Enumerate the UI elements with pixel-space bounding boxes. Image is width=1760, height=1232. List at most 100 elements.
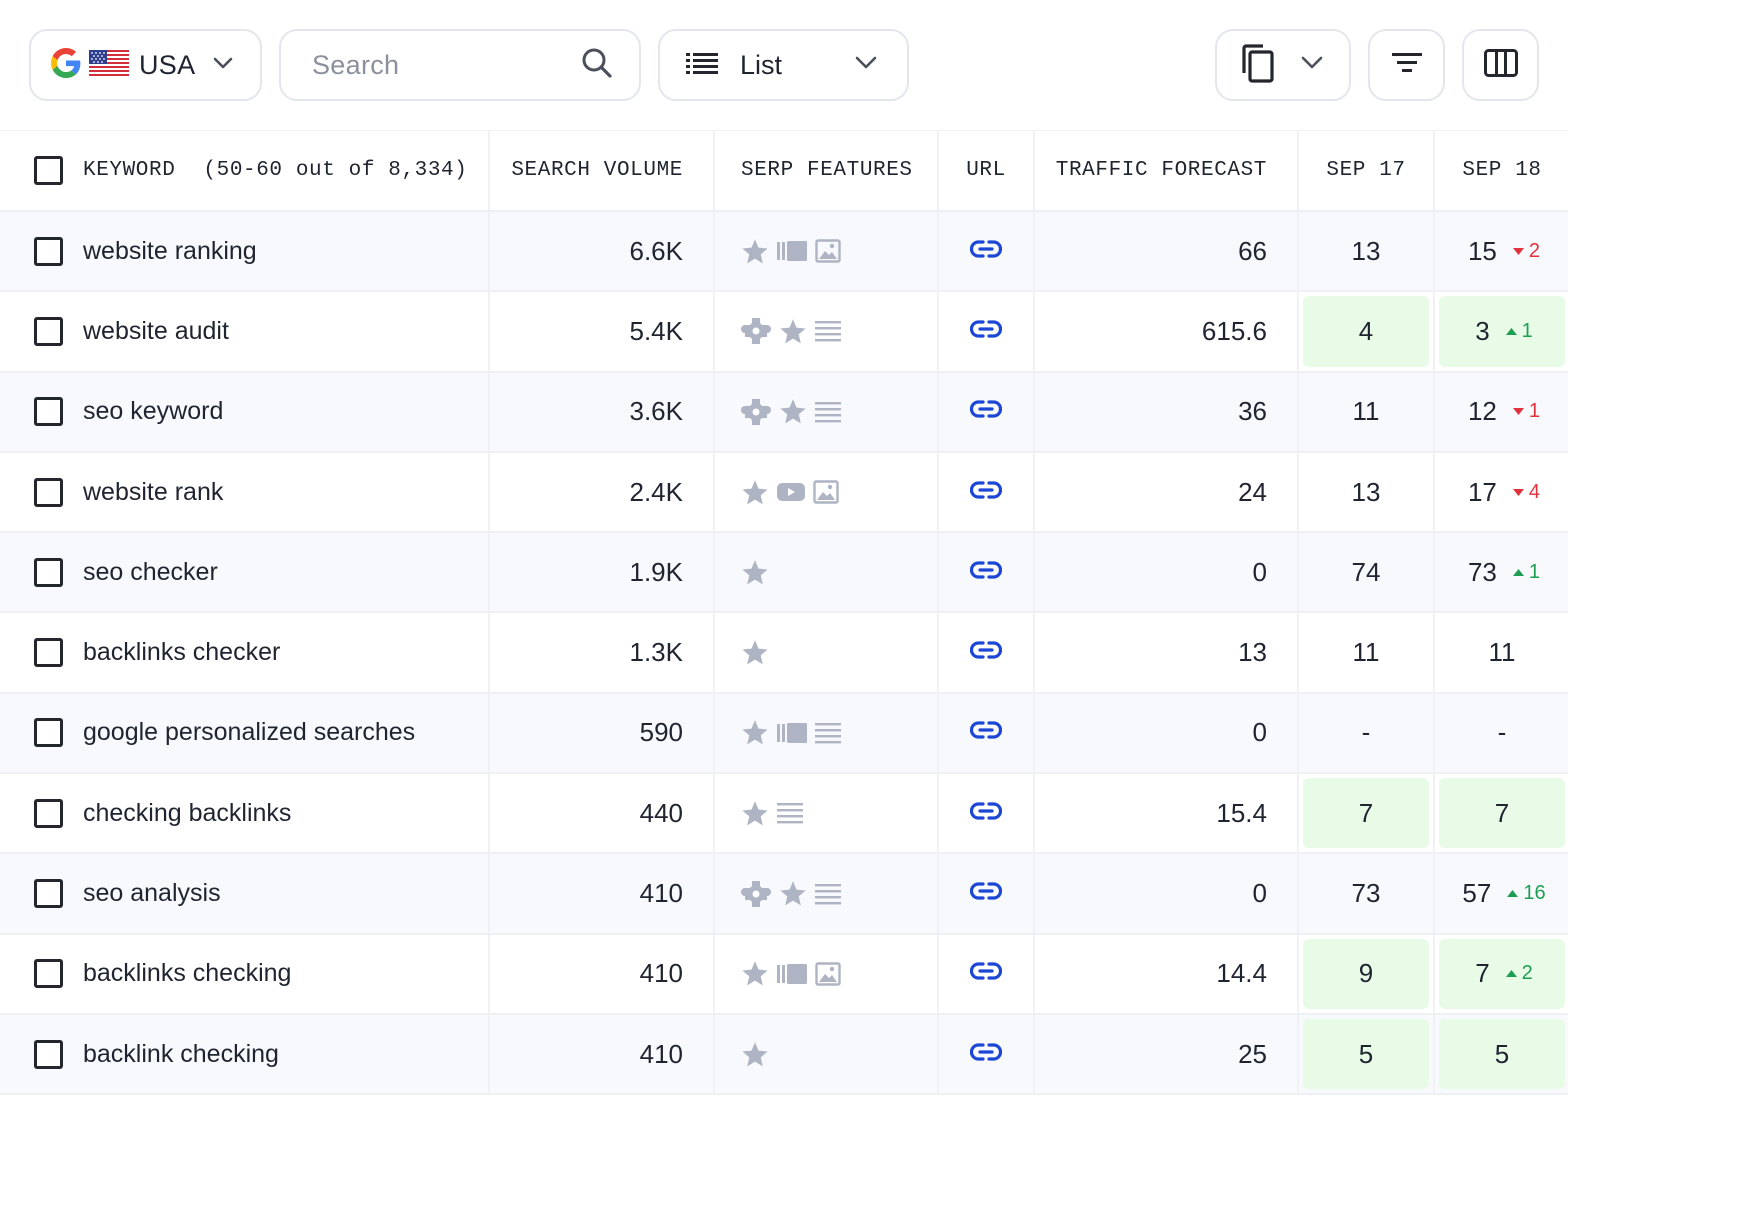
image-icon — [815, 962, 841, 986]
keyword-text[interactable]: backlink checking — [83, 1039, 279, 1068]
columns-button[interactable] — [1462, 29, 1539, 101]
table-row[interactable]: google personalized searches 590 0 - - — [0, 693, 1568, 775]
sep18-position: 3 — [1475, 315, 1490, 346]
copy-button[interactable] — [1215, 29, 1351, 101]
us-flag-icon — [89, 49, 129, 81]
search-volume-header[interactable]: SEARCH VOLUME — [511, 159, 683, 182]
link-icon[interactable] — [969, 480, 1003, 505]
link-icon[interactable] — [969, 881, 1003, 906]
keyword-text[interactable]: google personalized searches — [83, 718, 416, 747]
link-icon[interactable] — [969, 801, 1003, 826]
triangle-down-icon — [1512, 408, 1529, 416]
table-row[interactable]: website rank 2.4K 24 13 17 4 — [0, 452, 1568, 534]
sep17-position: 11 — [1352, 637, 1380, 668]
search-input[interactable]: Search — [312, 49, 400, 80]
table-row[interactable]: seo analysis 410 0 73 57 16 — [0, 854, 1568, 935]
keyword-text[interactable]: seo analysis — [83, 879, 221, 908]
search-box[interactable]: Search — [279, 29, 641, 101]
select-all-checkbox[interactable] — [34, 156, 63, 185]
filter-button[interactable] — [1368, 29, 1445, 101]
view-selector[interactable]: List — [658, 29, 909, 101]
position-highlight — [1439, 296, 1565, 367]
traffic-forecast-value: 25 — [1238, 1038, 1267, 1069]
star-icon — [741, 238, 769, 265]
sep18-position: 5 — [1494, 1038, 1510, 1069]
star-icon — [779, 318, 807, 345]
star-icon — [741, 960, 769, 987]
keyword-text[interactable]: checking backlinks — [83, 798, 292, 827]
carousel-icon — [777, 239, 807, 263]
link-icon[interactable] — [969, 1042, 1003, 1067]
search-icon[interactable] — [581, 47, 613, 84]
table-row[interactable]: seo checker 1.9K 0 74 73 1 — [0, 533, 1568, 614]
sep18-position: 12 — [1467, 396, 1497, 427]
table-row[interactable]: backlink checking 410 25 5 5 — [0, 1014, 1568, 1096]
sep18-position: 7 — [1494, 797, 1510, 828]
star-icon — [741, 479, 769, 506]
video-icon — [777, 481, 805, 503]
keyword-text[interactable]: backlinks checker — [83, 638, 281, 667]
keyword-text[interactable]: seo checker — [83, 557, 218, 586]
keyword-text[interactable]: seo keyword — [83, 397, 224, 426]
keyword-text[interactable]: website ranking — [83, 236, 257, 265]
row-checkbox[interactable] — [34, 879, 63, 909]
row-checkbox[interactable] — [34, 959, 63, 989]
table-row[interactable]: backlinks checking 410 14.4 9 7 2 — [0, 934, 1568, 1015]
traffic-forecast-value: 0 — [1252, 556, 1267, 587]
keyword-header[interactable]: KEYWORD — [83, 159, 176, 182]
link-icon[interactable] — [969, 961, 1003, 986]
country-selector[interactable]: USA — [29, 29, 262, 101]
link-icon[interactable] — [969, 720, 1003, 745]
row-checkbox[interactable] — [34, 557, 63, 587]
table-row[interactable]: website audit 5.4K 615.6 4 3 1 — [0, 292, 1568, 373]
serp-features — [741, 238, 841, 265]
row-checkbox[interactable] — [34, 236, 63, 266]
search-volume-value: 6.6K — [629, 235, 684, 266]
sep18-position: - — [1497, 717, 1507, 748]
traffic-forecast-value: 0 — [1252, 878, 1267, 909]
star-icon — [779, 398, 807, 425]
keyword-text[interactable]: website rank — [83, 477, 224, 506]
row-checkbox[interactable] — [34, 397, 63, 427]
row-checkbox[interactable] — [34, 1039, 63, 1069]
position-highlight — [1303, 296, 1429, 367]
search-volume-value: 1.9K — [629, 556, 684, 587]
keyword-text[interactable]: backlinks checking — [83, 959, 292, 988]
row-checkbox[interactable] — [34, 477, 63, 507]
link-icon[interactable] — [969, 399, 1003, 424]
star-icon — [741, 639, 769, 666]
row-checkbox[interactable] — [34, 638, 63, 668]
position-change-up: 2 — [1505, 962, 1533, 985]
link-icon[interactable] — [969, 319, 1003, 344]
serp-features — [741, 316, 841, 346]
sep18-header[interactable]: SEP 18 — [1462, 159, 1542, 182]
url-header[interactable]: URL — [966, 159, 1006, 182]
sep17-header[interactable]: SEP 17 — [1326, 159, 1406, 182]
link-icon[interactable] — [969, 239, 1003, 264]
row-checkbox[interactable] — [34, 718, 63, 748]
keywords-table: KEYWORD (50-60 out of 8,334) SEARCH VOLU… — [0, 130, 1568, 1096]
puzzle-icon — [741, 316, 771, 346]
sep18-position: 73 — [1467, 556, 1497, 587]
table-row[interactable]: checking backlinks 440 15.4 7 7 — [0, 774, 1568, 855]
list-icon — [815, 722, 841, 744]
position-change-down: 2 — [1512, 240, 1540, 263]
serp-features — [741, 559, 769, 586]
list-icon — [815, 883, 841, 905]
serp-features-header[interactable]: SERP FEATURES — [741, 159, 913, 182]
table-row[interactable]: seo keyword 3.6K 36 11 12 1 — [0, 372, 1568, 453]
keyword-text[interactable]: website audit — [83, 316, 229, 345]
list-icon — [777, 802, 803, 824]
toolbar: USA Search List — [0, 0, 1568, 130]
link-icon[interactable] — [969, 560, 1003, 585]
table-row[interactable]: website ranking 6.6K 66 13 15 2 — [0, 212, 1568, 293]
row-checkbox[interactable] — [34, 798, 63, 828]
carousel-icon — [777, 962, 807, 986]
position-change-up: 1 — [1505, 320, 1533, 343]
sep18-position: 7 — [1475, 958, 1490, 989]
traffic-forecast-header[interactable]: TRAFFIC FORECAST — [1055, 159, 1267, 182]
list-icon — [815, 320, 841, 342]
link-icon[interactable] — [969, 640, 1003, 665]
table-row[interactable]: backlinks checker 1.3K 13 11 11 — [0, 613, 1568, 694]
row-checkbox[interactable] — [34, 316, 63, 346]
